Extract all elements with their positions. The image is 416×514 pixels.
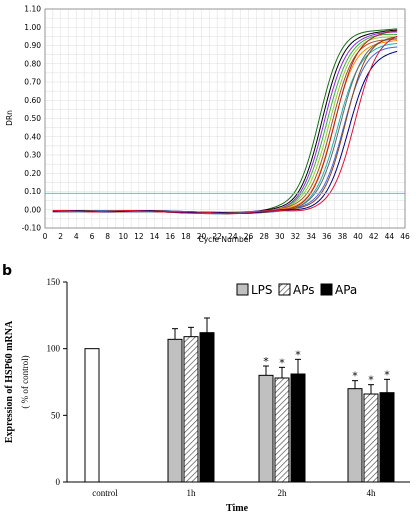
y-tick-label: 150 (47, 277, 61, 287)
x-axis-label: Time (226, 503, 249, 514)
significance-star: * (263, 355, 269, 368)
legend-swatch-LPS (236, 283, 249, 296)
x-tick-label: 42 (369, 232, 379, 241)
y-tick-label: 100 (47, 344, 61, 354)
y-axis-sublabel: ( % of control) (20, 355, 30, 408)
x-tick-label: 28 (259, 232, 269, 241)
control-bar (84, 348, 100, 483)
y-tick-label: 0.20 (24, 169, 41, 178)
x-tick-label: 34 (306, 232, 316, 241)
amplification-curve (52, 50, 398, 214)
bar-chart: * * * * * * 0 50 100 150 control 1h 2h 4h LPS APs APa… (4, 277, 410, 514)
bar-APa (379, 392, 395, 483)
y-tick-label: 0.30 (24, 151, 41, 160)
bar-APa (199, 332, 215, 483)
x-tick-label: 2h (278, 488, 288, 498)
significance-star: * (384, 368, 390, 381)
y-tick-label: 0.90 (24, 41, 41, 50)
y-tick-labels: 0 50 100 150 (47, 277, 61, 487)
significance-star: * (368, 374, 374, 387)
legend-label-APs: APs (293, 283, 315, 297)
x-tick-labels: control 1h 2h 4h (92, 488, 376, 498)
error-bars (172, 317, 390, 394)
x-tick-label: 44 (385, 232, 395, 241)
x-tick-label: 4 (74, 232, 79, 241)
x-tick-label: 36 (322, 232, 332, 241)
x-tick-labels: 0 2 4 6 8 10 12 14 16 18 20 22 24 26 28 30 32 34 36 38 40 42 4… (43, 232, 410, 241)
x-tick-label: 20 (197, 232, 207, 241)
x-tick-label: 8 (105, 232, 110, 241)
y-tick-label: 0.40 (24, 132, 41, 141)
amplification-chart: -0.10 0.00 0.10 0.20 0.30 0.40 0.50 0.60 0.70 0.8… (0, 0, 416, 246)
bars (84, 332, 395, 483)
x-tick-label: 0 (43, 232, 48, 241)
x-tick-label: 2 (58, 232, 63, 241)
x-tick-label: 40 (353, 232, 363, 241)
amplification-curve (52, 35, 398, 215)
x-tick-label: 12 (134, 232, 144, 241)
bar-APs (363, 393, 379, 483)
x-tick-label: 46 (400, 232, 410, 241)
x-tick-label: 16 (165, 232, 175, 241)
legend-swatch-APa (320, 283, 333, 296)
y-tick-label: -0.10 (22, 224, 42, 233)
x-tick-label: 6 (90, 232, 95, 241)
x-tick-label: control (92, 488, 118, 498)
bar-APs (183, 336, 199, 483)
y-tick-label: 0 (56, 477, 61, 487)
significance-star: * (352, 370, 358, 383)
y-tick-label: 1.10 (24, 5, 41, 14)
legend-label-APa: APa (335, 283, 357, 297)
legend-label-LPS: LPS (251, 283, 273, 297)
significance-star: * (279, 356, 285, 369)
y-tick-label: 0.80 (24, 59, 41, 68)
y-axis-label: Expression of HSP60 mRNA (4, 320, 15, 443)
amplification-curves (52, 28, 398, 215)
x-tick-label: 26 (244, 232, 254, 241)
bar-LPS (167, 338, 183, 483)
x-tick-label: 14 (150, 232, 160, 241)
y-tick-labels: -0.10 0.00 0.10 0.20 0.30 0.40 0.50 0.60 0.70 0.8… (22, 5, 42, 233)
bar-APa (290, 373, 306, 483)
y-tick-label: 50 (51, 410, 61, 420)
x-tick-label: 18 (181, 232, 191, 241)
bar-LPS (347, 388, 363, 483)
y-axis-label: DRn (5, 110, 14, 126)
plot-border (44, 8, 406, 229)
y-tick-label: 0.10 (24, 187, 41, 196)
panel-b-letter: b (2, 263, 12, 279)
significance-star: * (295, 348, 301, 361)
bar-APs (274, 377, 290, 483)
grid-lines (44, 8, 406, 229)
x-tick-label: 24 (228, 232, 238, 241)
y-tick-label: 1.00 (24, 23, 41, 32)
x-tick-label: 30 (275, 232, 285, 241)
x-tick-label: 4h (367, 488, 377, 498)
legend: LPS APs APa (236, 283, 357, 297)
x-axis-label: Cycle Number (198, 235, 252, 244)
legend-swatch-APs (278, 283, 291, 296)
y-tick-label: 0.70 (24, 78, 41, 87)
significance-stars: * * * * * * (263, 348, 390, 386)
x-tick-label: 22 (212, 232, 222, 241)
y-tick-label: 0.00 (24, 205, 41, 214)
y-tick-label: 0.60 (24, 96, 41, 105)
x-tick-label: 1h (187, 488, 197, 498)
x-tick-label: 38 (338, 232, 348, 241)
bar-LPS (258, 374, 274, 483)
x-tick-label: 32 (291, 232, 301, 241)
y-tick-label: 0.50 (24, 114, 41, 123)
x-tick-label: 10 (118, 232, 128, 241)
